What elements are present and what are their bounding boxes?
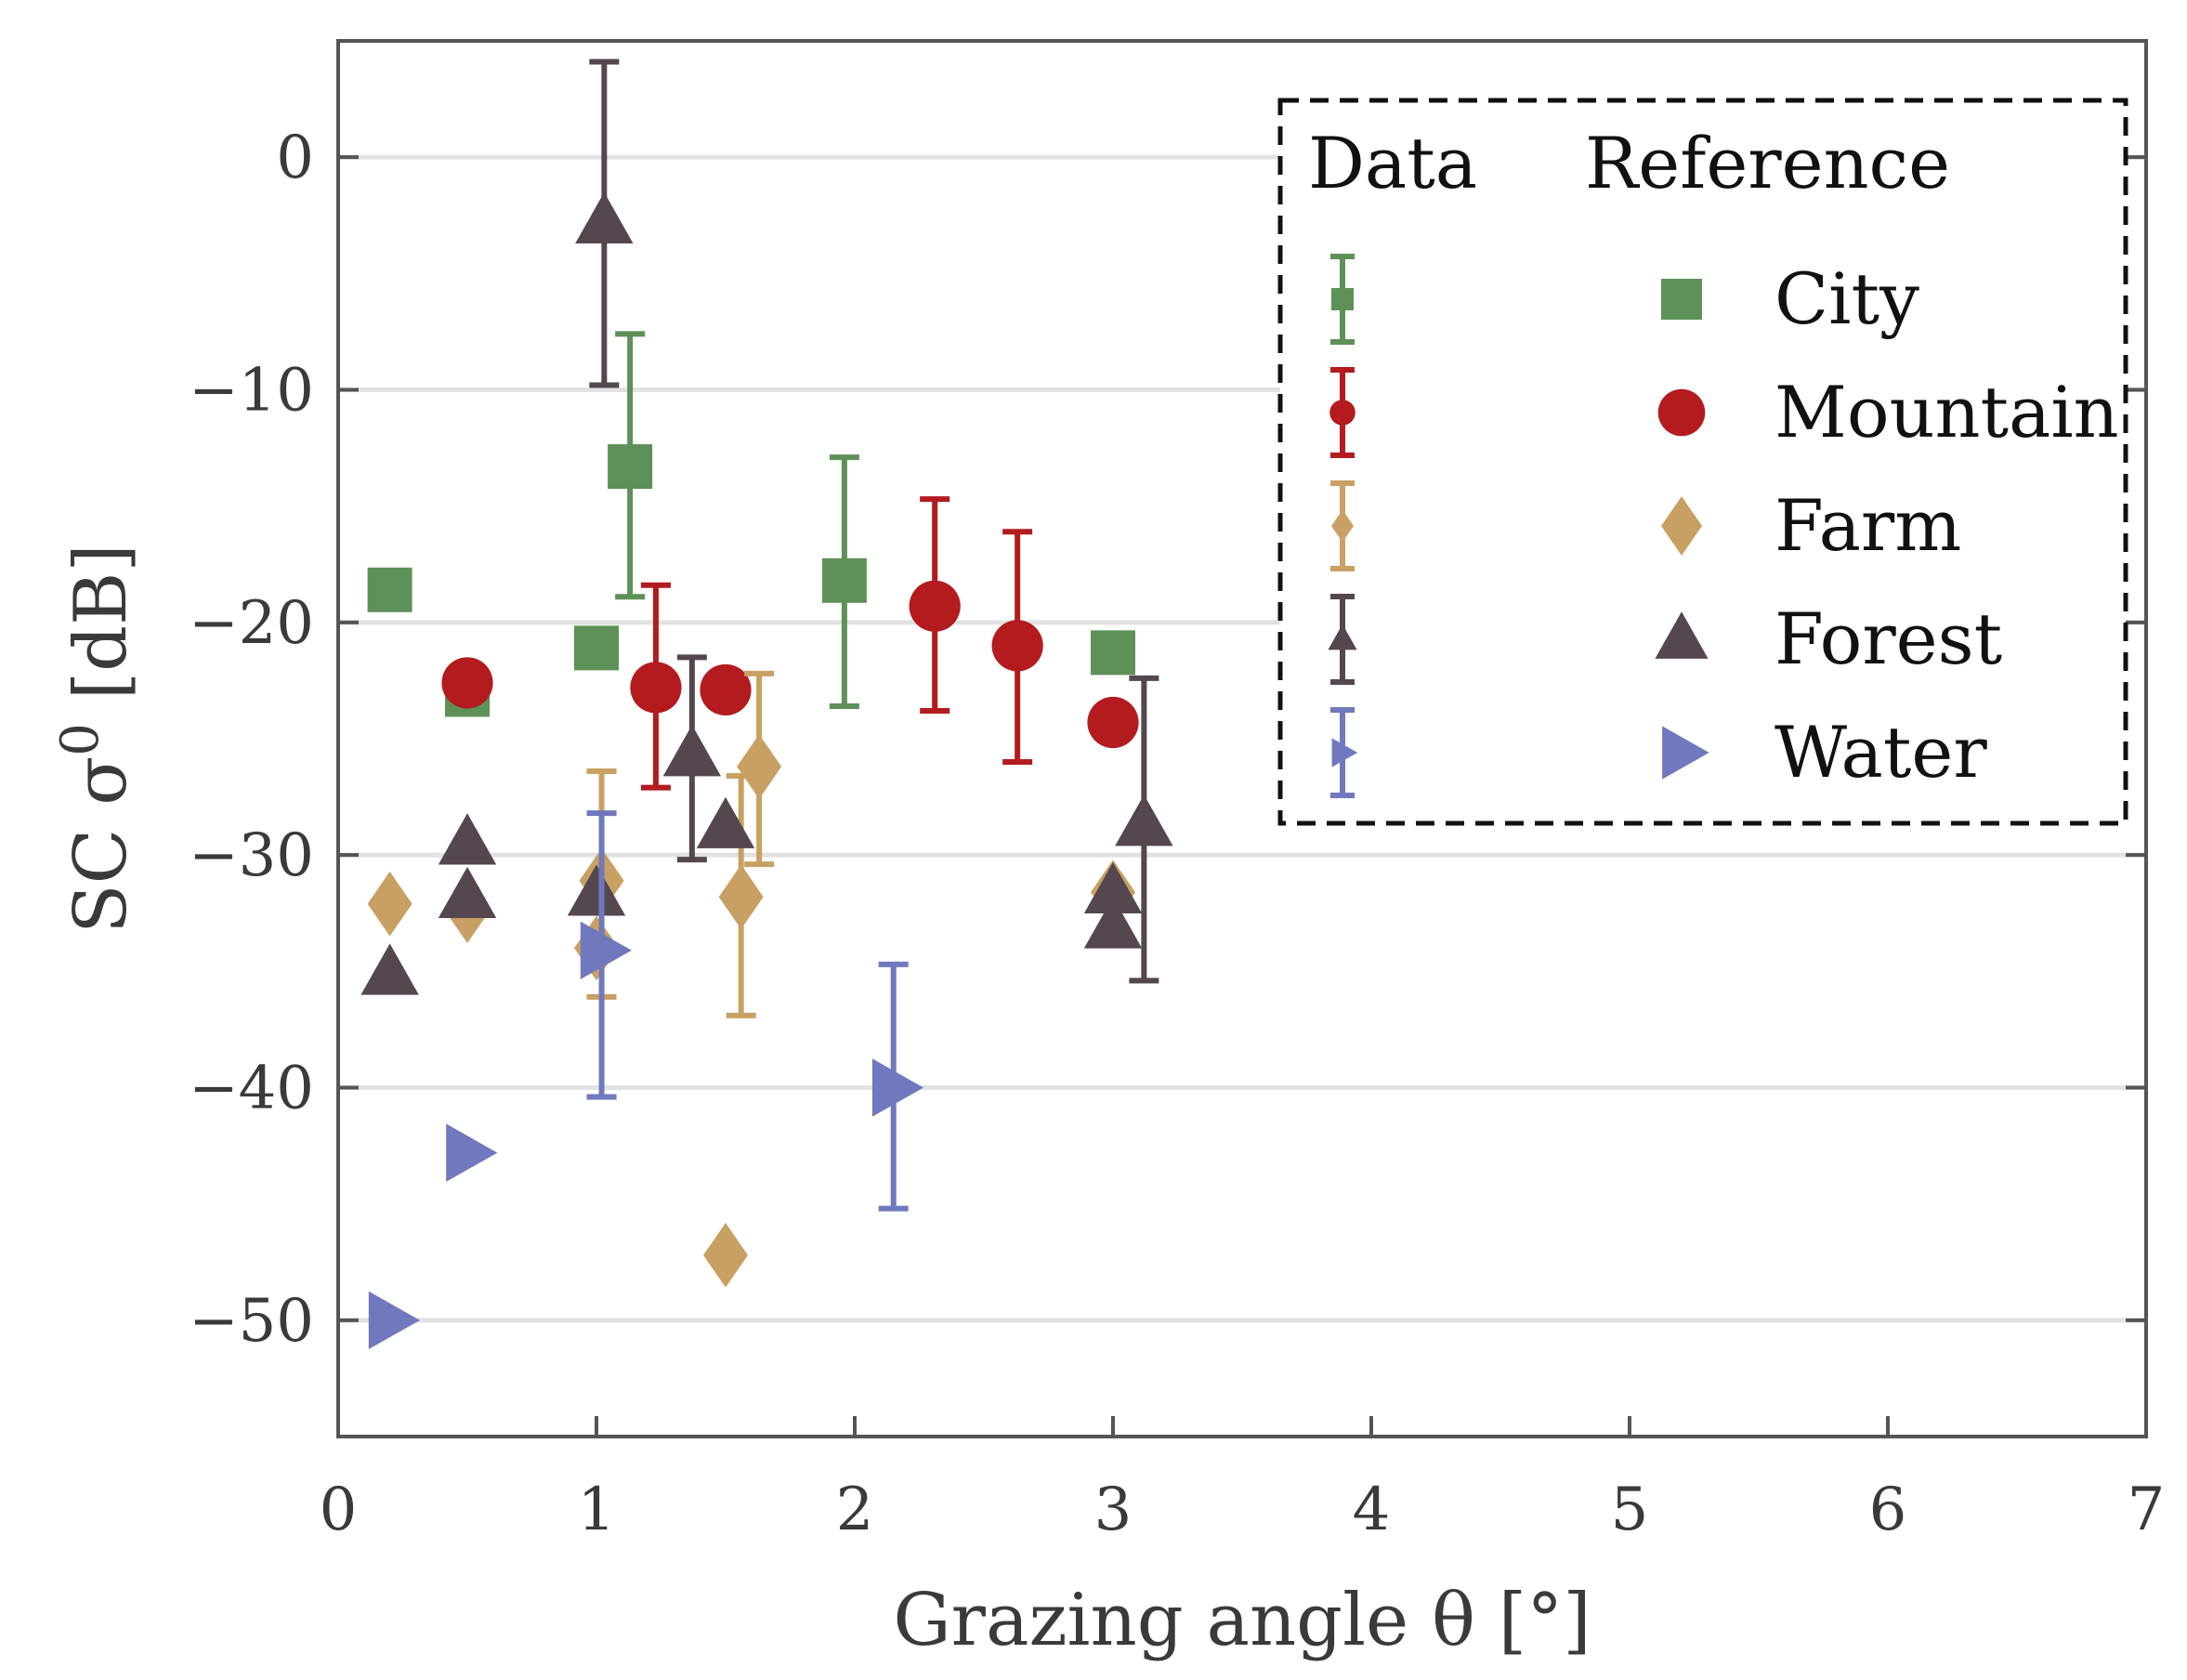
forest-data-point [662, 725, 722, 777]
legend-header-data: Data [1308, 122, 1477, 204]
series-mountain [441, 496, 1139, 791]
mountain-data-point [909, 580, 961, 632]
x-tick-label: 7 [2128, 1476, 2166, 1544]
city-reference-point [574, 625, 619, 671]
legend-label-farm: Farm [1774, 484, 1961, 567]
mountain-data-point [991, 620, 1043, 672]
legend-reference-marker [1657, 388, 1706, 437]
legend-data-marker [1331, 738, 1358, 768]
farm-reference-point [367, 871, 413, 937]
legend: Data Reference City Mountain Farm Forest Water [1277, 98, 2128, 826]
mountain-reference-point [1087, 696, 1139, 749]
x-tick-label: 6 [1869, 1476, 1907, 1544]
forest-reference-point [567, 864, 626, 916]
plot-layer [360, 59, 1173, 1350]
y-tick-label: −40 [189, 1055, 314, 1123]
city-reference-point [367, 567, 413, 612]
legend-entry-mountain: Mountain [1329, 367, 2119, 458]
y-tick-label: −50 [189, 1287, 314, 1356]
legend-label-water: Water [1774, 711, 1987, 794]
water-data-point [871, 1058, 924, 1117]
city-data-point [821, 558, 867, 603]
x-tick-label: 5 [1611, 1476, 1649, 1544]
series-farm [367, 670, 1135, 1288]
legend-box [1277, 98, 2128, 826]
forest-reference-point [438, 866, 497, 919]
x-tick-label: 1 [578, 1476, 616, 1544]
farm-reference-point [703, 1222, 748, 1288]
tick-layer: 0 −10 −20 −30 −40 −50 0 1 2 3 4 5 6 7 [189, 124, 2165, 1544]
water-reference-point [368, 1291, 420, 1350]
farm-data-point [718, 864, 764, 930]
series-forest [360, 59, 1173, 995]
legend-entry-city: City [1330, 254, 1919, 345]
legend-label-forest: Forest [1774, 597, 2002, 680]
water-reference-point [446, 1123, 498, 1182]
legend-label-mountain: Mountain [1774, 371, 2119, 453]
legend-data-marker [1331, 509, 1354, 543]
legend-entry-forest: Forest [1328, 594, 2002, 685]
x-tick-label: 4 [1353, 1476, 1391, 1544]
y-axis-label-prefix: SC σ [59, 756, 143, 934]
legend-header-reference: Reference [1585, 122, 1950, 204]
y-tick-label: −20 [189, 589, 314, 658]
mountain-data-point [630, 662, 682, 714]
mountain-reference-point [700, 663, 752, 716]
city-reference-point [1091, 630, 1135, 676]
y-tick-label: −10 [189, 357, 314, 426]
y-tick-label: −30 [189, 821, 314, 890]
forest-data-point [575, 191, 634, 244]
legend-data-marker [1329, 400, 1355, 426]
x-tick-label: 2 [836, 1476, 874, 1544]
forest-data-point [1115, 794, 1173, 847]
legend-data-marker [1331, 288, 1354, 310]
legend-label-city: City [1774, 257, 1919, 340]
series-water [368, 810, 924, 1350]
legend-entry-farm: Farm [1330, 480, 1961, 571]
x-axis-label: Grazing angle θ [°] [893, 1579, 1591, 1662]
forest-reference-point [438, 813, 497, 865]
y-axis-label: SC σ0 [dB] [50, 544, 143, 934]
legend-reference-marker [1661, 279, 1702, 320]
forest-reference-point [1083, 861, 1143, 914]
city-data-point [608, 444, 653, 490]
y-axis-label-suffix: [dB] [59, 544, 143, 723]
forest-reference-point [696, 796, 755, 848]
x-tick-label: 3 [1094, 1476, 1133, 1544]
forest-reference-point [360, 943, 419, 995]
legend-data-marker [1328, 623, 1357, 650]
forest-reference-point [1083, 897, 1143, 949]
legend-reference-marker [1662, 726, 1709, 780]
legend-reference-marker [1661, 496, 1702, 556]
y-tick-label: 0 [276, 124, 314, 192]
x-tick-label: 0 [320, 1476, 358, 1544]
legend-entry-water: Water [1330, 707, 1987, 798]
mountain-reference-point [441, 657, 493, 709]
y-axis-label-superscript: 0 [50, 723, 111, 756]
plot-frame [336, 39, 2148, 1438]
legend-reference-marker [1655, 611, 1709, 659]
water-data-point [580, 921, 632, 980]
farm-data-point [737, 734, 782, 799]
